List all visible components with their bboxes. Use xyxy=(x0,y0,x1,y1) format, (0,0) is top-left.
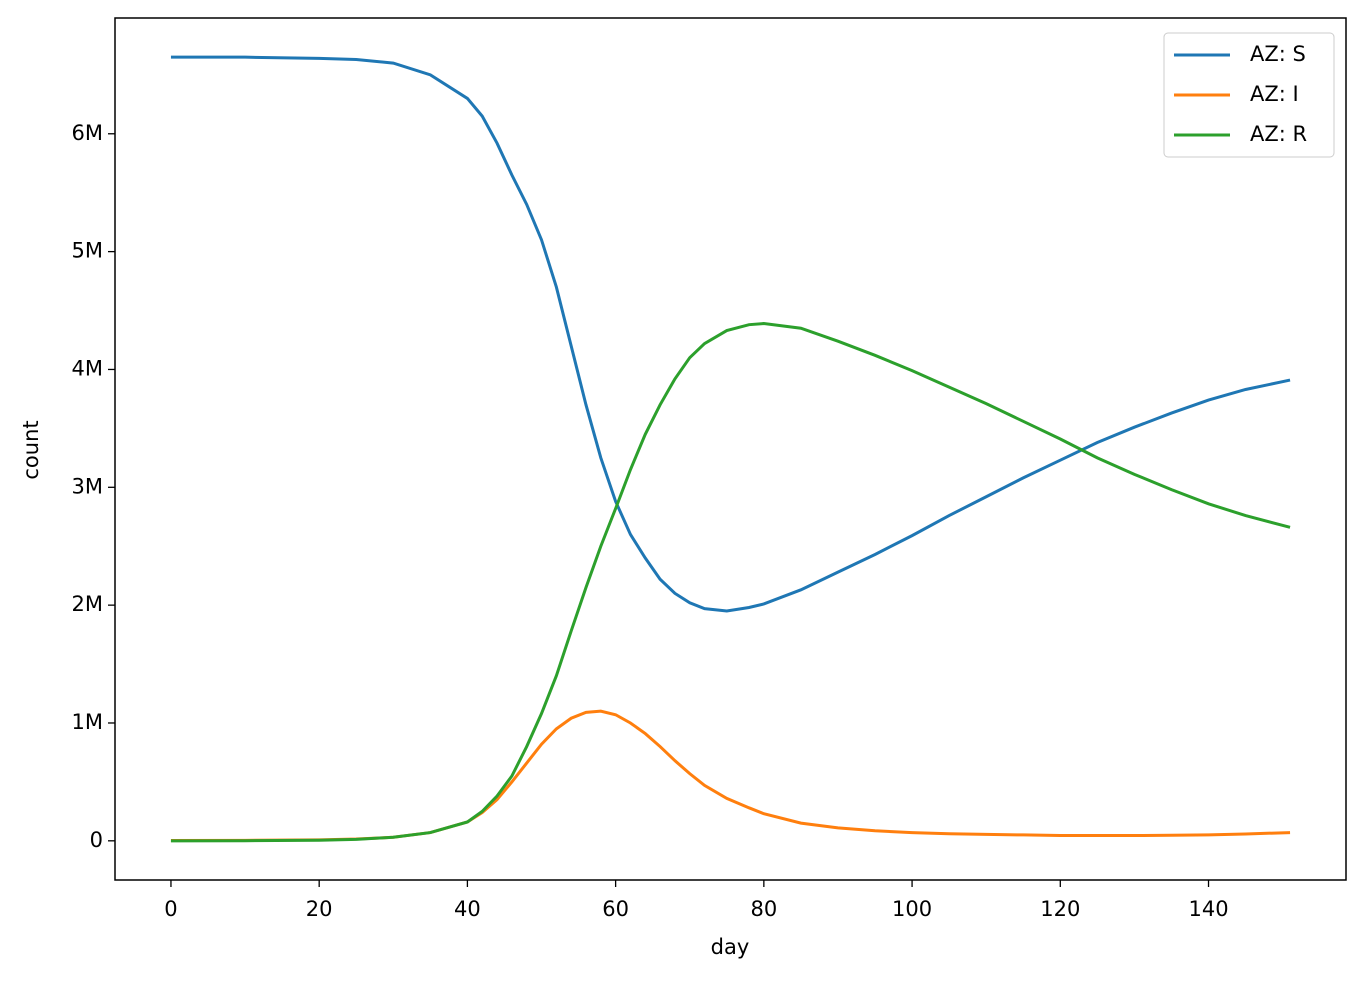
x-tick-label: 120 xyxy=(1040,897,1080,921)
series-line xyxy=(170,709,1291,842)
legend-box xyxy=(1163,32,1335,158)
y-tick-label: 3M xyxy=(72,474,103,498)
x-tick-label: 140 xyxy=(1188,897,1228,921)
legend-label: AZ: S xyxy=(1250,42,1306,66)
y-tick-label: 1M xyxy=(72,710,103,734)
y-tick-label: 0 xyxy=(90,828,103,852)
y-tick-label: 4M xyxy=(72,356,103,380)
x-tick-label: 40 xyxy=(454,897,481,921)
series-line xyxy=(170,321,1291,843)
legend-label: AZ: R xyxy=(1250,122,1307,146)
y-tick-label: 5M xyxy=(72,239,103,263)
y-tick-label: 6M xyxy=(72,121,103,145)
y-axis-label: count xyxy=(19,420,43,479)
x-tick-label: 100 xyxy=(892,897,932,921)
series-line xyxy=(170,55,1291,613)
x-tick-label: 60 xyxy=(602,897,629,921)
legend-label: AZ: I xyxy=(1250,82,1299,106)
plot-frame xyxy=(114,17,1347,881)
y-tick-label: 2M xyxy=(72,592,103,616)
x-axis-label: day xyxy=(711,935,750,959)
x-tick-label: 20 xyxy=(306,897,333,921)
x-tick-label: 80 xyxy=(750,897,777,921)
x-tick-label: 0 xyxy=(164,897,177,921)
